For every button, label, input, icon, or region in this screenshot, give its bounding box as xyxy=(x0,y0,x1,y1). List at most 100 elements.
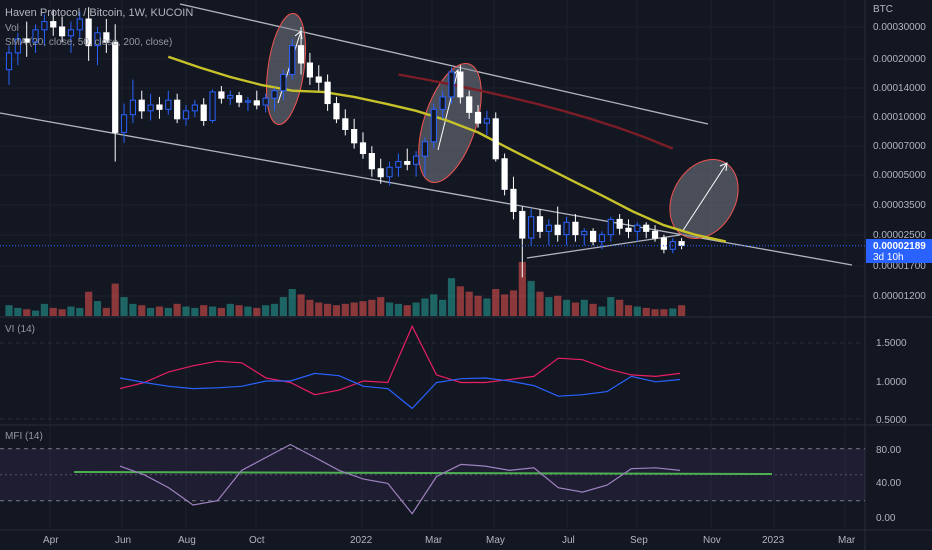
price-tick: 0.00010000 xyxy=(873,112,926,123)
volume-bar xyxy=(483,298,491,316)
candle-up xyxy=(448,71,455,98)
candle-down xyxy=(342,118,349,130)
volume-bar xyxy=(669,308,677,316)
volume-bar xyxy=(341,303,349,316)
candle-down xyxy=(501,158,508,190)
candle-up xyxy=(528,216,535,239)
candle-down xyxy=(333,103,340,120)
volume-bar xyxy=(430,294,438,316)
volume-bar xyxy=(545,297,553,316)
channel-upper-line xyxy=(179,3,709,125)
volume-bar xyxy=(85,291,93,316)
price-tick: 0.00003500 xyxy=(873,200,926,211)
candle-down xyxy=(474,111,482,124)
candle-down xyxy=(23,38,30,43)
volume-bar xyxy=(182,306,190,316)
candle-down xyxy=(368,153,375,170)
candle-down xyxy=(200,104,207,121)
volume-bar xyxy=(31,310,40,316)
candle-down xyxy=(306,62,313,78)
time-tick: Aug xyxy=(178,535,196,546)
candle-up xyxy=(147,104,154,112)
volume-bar xyxy=(554,295,562,316)
last-price-label: 0.00002189 xyxy=(873,241,926,252)
candle-down xyxy=(643,224,650,232)
time-axis[interactable]: Apr Jun Aug Oct 2022 Mar May Jul Sep Nov… xyxy=(43,535,856,546)
time-tick: Sep xyxy=(630,535,648,546)
mfi-horizontal-green-line xyxy=(73,471,773,475)
candle-down xyxy=(174,99,181,120)
volume-bar xyxy=(235,305,243,316)
candle-up xyxy=(386,166,393,178)
mfi-line xyxy=(119,443,681,515)
volume-bar xyxy=(350,302,358,316)
price-axis[interactable]: BTC 0.00030000 0.00020000 0.00014000 0.0… xyxy=(866,4,932,302)
volume-bar xyxy=(93,301,102,316)
volume-bar xyxy=(200,305,208,316)
volume-bar xyxy=(518,262,526,316)
candle-up xyxy=(191,104,198,112)
volume-bar xyxy=(562,299,571,316)
volume-bar xyxy=(456,286,464,316)
vi-tick: 1.0000 xyxy=(876,377,907,388)
candle-up xyxy=(165,99,172,110)
candle-up xyxy=(67,29,75,37)
candle-down xyxy=(359,142,367,155)
time-tick: May xyxy=(486,535,505,546)
candle-up xyxy=(430,108,437,143)
volume-bar xyxy=(607,297,615,316)
volume-bar xyxy=(49,307,57,316)
candle-down xyxy=(457,71,464,98)
volume-bar xyxy=(527,280,535,316)
volume-bar xyxy=(155,306,164,316)
candle-up xyxy=(483,118,490,124)
candle-down xyxy=(616,218,623,229)
candle-up xyxy=(563,221,570,236)
candle-down xyxy=(660,237,667,250)
volume-bar xyxy=(14,307,22,316)
candle-down xyxy=(590,230,597,243)
candle-up xyxy=(271,90,278,99)
vi-tick: 1.5000 xyxy=(876,338,907,349)
volume-bar xyxy=(306,299,314,316)
vi-axis: 1.5000 1.0000 0.5000 xyxy=(876,338,907,426)
volume-bar xyxy=(253,307,261,316)
price-tick: 0.00030000 xyxy=(873,22,926,33)
mfi-tick: 80.00 xyxy=(876,445,901,456)
sma-legend: SMA (20, close, 50, close, 200, close) xyxy=(5,37,172,48)
price-axis-currency: BTC xyxy=(873,4,893,15)
volume-bar xyxy=(501,294,509,316)
volume-bar xyxy=(368,299,376,316)
candle-up xyxy=(634,224,641,232)
volume-bar xyxy=(208,306,217,316)
candle-down xyxy=(351,128,358,144)
candle-up xyxy=(227,95,234,99)
volume-bar xyxy=(403,305,411,316)
volume-bar xyxy=(598,306,606,316)
pattern-ellipses xyxy=(266,12,739,240)
candle-up xyxy=(244,100,252,103)
candle-down xyxy=(678,241,685,246)
moving-averages xyxy=(167,55,727,243)
chart-title: Haven Protocol / Bitcoin, 1W, KUCOIN xyxy=(5,7,193,19)
volume-bar xyxy=(385,302,394,316)
sma-200-line xyxy=(398,73,674,150)
ellipse-3-arrow xyxy=(681,162,728,233)
volume-bar xyxy=(633,306,641,316)
time-tick: Jul xyxy=(562,535,575,546)
volume-bar xyxy=(624,305,633,316)
candle-down xyxy=(112,41,119,133)
candle-down xyxy=(138,99,145,112)
candle-up xyxy=(262,97,269,106)
volume-bar xyxy=(164,307,172,316)
volume-bar xyxy=(58,309,66,316)
candle-up xyxy=(209,91,216,121)
candle-down xyxy=(377,168,384,178)
time-tick: 2023 xyxy=(762,535,785,546)
vi-minus-line xyxy=(119,372,681,410)
volume-bar xyxy=(297,294,305,316)
candles xyxy=(5,7,685,278)
candle-up xyxy=(413,155,420,165)
